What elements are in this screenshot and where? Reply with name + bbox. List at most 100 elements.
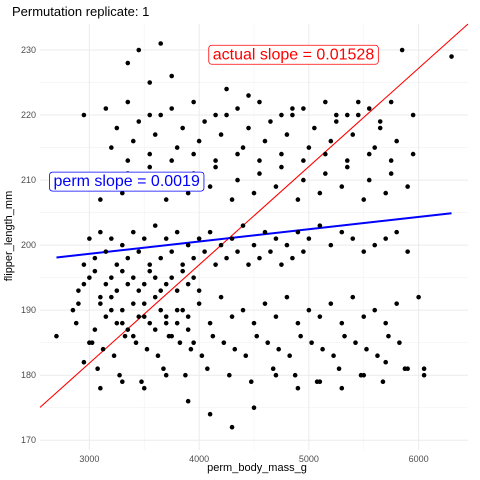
data-point	[323, 151, 328, 157]
actual-slope-line	[39, 23, 469, 408]
data-point	[147, 320, 153, 326]
y-tick-label: 220	[21, 110, 36, 120]
data-point	[136, 314, 142, 319]
data-point	[174, 288, 180, 293]
data-point	[158, 307, 164, 313]
data-point	[125, 281, 131, 287]
data-point	[235, 249, 240, 254]
data-point	[224, 86, 229, 92]
data-point	[130, 275, 136, 280]
data-point	[309, 340, 314, 345]
data-point	[317, 223, 323, 228]
data-point	[449, 54, 454, 59]
data-point	[120, 190, 125, 196]
data-point	[196, 288, 202, 293]
data-point	[323, 99, 328, 105]
data-point	[177, 340, 183, 345]
data-point	[344, 158, 350, 163]
data-point	[383, 359, 388, 365]
data-point	[158, 41, 164, 46]
data-point	[174, 307, 180, 313]
data-point	[70, 307, 76, 313]
data-point	[95, 366, 100, 372]
data-point	[251, 405, 257, 411]
data-point	[355, 99, 361, 105]
data-point	[109, 275, 114, 280]
annotation-label: actual slope = 0.01528	[213, 46, 375, 63]
data-point	[180, 262, 185, 267]
data-point	[306, 145, 312, 150]
data-point	[366, 177, 372, 183]
data-point	[257, 255, 262, 261]
data-point	[399, 47, 405, 53]
data-point	[218, 242, 224, 248]
data-point	[218, 132, 224, 137]
data-point	[122, 333, 128, 339]
data-point	[344, 164, 350, 170]
data-point	[339, 385, 345, 391]
data-point	[92, 327, 98, 332]
data-point	[133, 340, 139, 345]
data-point	[207, 229, 213, 235]
data-point	[169, 73, 174, 79]
data-point	[221, 340, 227, 345]
data-point	[268, 249, 273, 254]
data-point	[109, 236, 114, 241]
data-point	[377, 119, 383, 124]
data-point	[87, 236, 92, 241]
chart-title: Permutation replicate: 1	[12, 4, 149, 19]
data-point	[251, 190, 257, 196]
data-point	[334, 112, 339, 118]
data-point	[361, 249, 367, 254]
data-point	[273, 314, 279, 319]
data-point	[257, 99, 262, 105]
data-point	[180, 307, 185, 313]
data-point	[136, 288, 142, 293]
data-point	[243, 353, 249, 358]
data-point	[163, 281, 169, 287]
data-point	[317, 314, 323, 319]
data-point	[394, 229, 399, 235]
y-tick-label: 190	[21, 305, 36, 315]
data-point	[295, 197, 301, 202]
data-point	[213, 164, 218, 170]
data-point	[287, 353, 292, 358]
data-point	[202, 119, 207, 124]
data-point	[240, 145, 246, 150]
data-point	[188, 346, 194, 352]
data-point	[114, 262, 120, 267]
data-point	[199, 353, 205, 358]
data-point	[361, 314, 367, 319]
data-point	[306, 236, 312, 241]
data-point	[292, 372, 298, 378]
data-point	[251, 320, 257, 326]
data-point	[120, 242, 125, 248]
data-point	[317, 379, 323, 385]
data-point	[298, 333, 303, 339]
data-point	[87, 275, 92, 280]
data-point	[98, 294, 103, 300]
data-point	[174, 320, 180, 326]
data-point	[279, 151, 284, 157]
data-point	[372, 242, 378, 248]
data-point	[246, 262, 251, 267]
data-point	[218, 294, 224, 300]
data-point	[328, 242, 334, 248]
data-point	[125, 327, 131, 332]
data-point	[98, 385, 103, 391]
data-point	[169, 106, 174, 111]
data-point	[372, 145, 378, 150]
data-point	[147, 268, 153, 274]
data-point	[152, 275, 158, 280]
data-point	[213, 112, 218, 118]
data-point	[284, 242, 290, 248]
data-point	[98, 229, 103, 235]
data-point	[141, 301, 147, 306]
data-point	[312, 125, 317, 131]
data-point	[54, 333, 59, 339]
data-point	[130, 333, 136, 339]
data-point	[284, 294, 290, 300]
data-point	[174, 229, 180, 235]
data-point	[196, 236, 202, 241]
